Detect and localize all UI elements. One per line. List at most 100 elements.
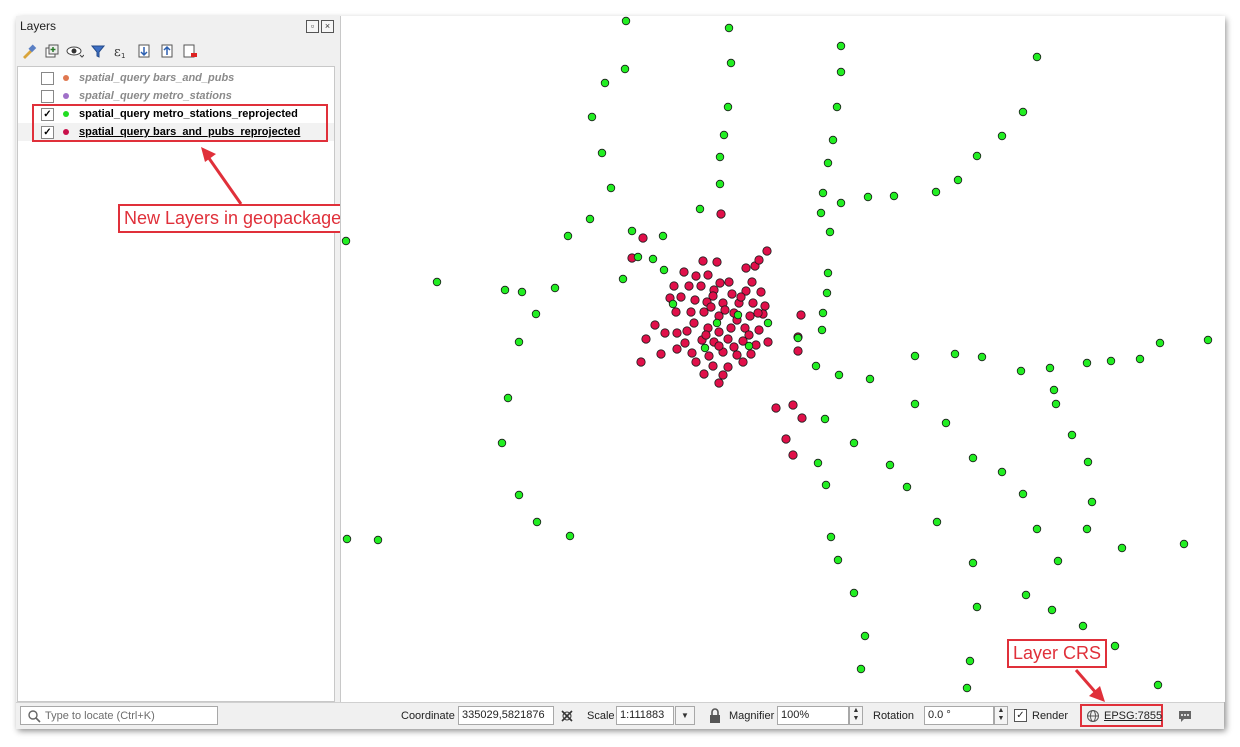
layer-row-bars-and-pubs-reprojected[interactable]: ✓ spatial_query bars_and_pubs_reprojecte… <box>18 123 334 141</box>
metro-station-point <box>932 517 942 527</box>
status-bar: Type to locate (Ctrl+K) Coordinate 33502… <box>16 702 1224 729</box>
layer-name: spatial_query metro_stations <box>79 90 232 102</box>
collapse-all-icon[interactable] <box>158 42 176 60</box>
lock-scale-icon[interactable] <box>708 708 722 724</box>
metro-station-point <box>432 277 442 287</box>
new-layers-highlight-box <box>32 104 328 142</box>
metro-station-point <box>832 102 842 112</box>
metro-station-point <box>633 252 643 262</box>
metro-station-point <box>977 352 987 362</box>
render-checkbox[interactable]: ✓ <box>1014 709 1027 722</box>
bar-pub-point <box>745 311 755 321</box>
messages-icon[interactable] <box>1177 708 1193 724</box>
bar-pub-point <box>720 305 730 315</box>
metro-station-point <box>503 393 513 403</box>
metro-station-point <box>1117 543 1127 553</box>
metro-station-point <box>514 337 524 347</box>
crs-button[interactable]: EPSG:7855 <box>1086 705 1162 726</box>
rotation-spinner[interactable]: ▲ ▼ <box>994 706 1008 725</box>
bar-pub-point <box>740 323 750 333</box>
bar-pub-point <box>703 270 713 280</box>
visibility-eye-icon[interactable] <box>66 42 84 60</box>
layer-row-metro-stations-reprojected[interactable]: ✓ spatial_query metro_stations_reproject… <box>18 105 334 123</box>
bar-pub-point <box>781 434 791 444</box>
magnifier-field[interactable]: 100% <box>777 706 849 725</box>
metro-station-point <box>627 226 637 236</box>
bar-pub-point <box>738 357 748 367</box>
magnifier-spinner[interactable]: ▲ ▼ <box>849 706 863 725</box>
metro-station-point <box>532 517 542 527</box>
metro-station-point <box>910 399 920 409</box>
metro-station-point <box>1110 641 1120 651</box>
extents-toggle-icon[interactable] <box>559 708 575 724</box>
bar-pub-point <box>729 342 739 352</box>
metro-station-point <box>1049 385 1059 395</box>
metro-station-point <box>1016 366 1026 376</box>
layer-row-metro-stations[interactable]: spatial_query metro_stations <box>18 87 334 105</box>
metro-station-point <box>825 227 835 237</box>
metro-station-point <box>600 78 610 88</box>
add-group-icon[interactable] <box>43 42 61 60</box>
bar-pub-point <box>732 350 742 360</box>
metro-station-point <box>1067 430 1077 440</box>
layer-tree: spatial_query bars_and_pubs spatial_quer… <box>17 66 335 702</box>
metro-station-point <box>1082 358 1092 368</box>
metro-station-point <box>565 531 575 541</box>
bar-pub-point <box>708 361 718 371</box>
bar-pub-point <box>656 349 666 359</box>
metro-station-point <box>863 192 873 202</box>
metro-station-point <box>712 318 722 328</box>
metro-station-point <box>606 183 616 193</box>
render-label: Render <box>1032 710 1069 722</box>
rotation-field[interactable]: 0.0 ° <box>924 706 994 725</box>
layer-visibility-checkbox[interactable]: ✓ <box>41 125 54 139</box>
bar-pub-point <box>660 328 670 338</box>
bar-pub-point <box>676 292 686 302</box>
metro-station-point <box>856 664 866 674</box>
expand-all-icon[interactable] <box>135 42 153 60</box>
layer-name: spatial_query bars_and_pubs <box>79 72 235 84</box>
metro-station-point <box>621 16 631 26</box>
new-layers-callout: New Layers in geopackage <box>118 204 348 233</box>
bar-pub-point <box>746 349 756 359</box>
scale-field[interactable]: 1:111883 <box>616 706 674 725</box>
metro-station-point <box>821 480 831 490</box>
bar-pub-point <box>788 450 798 460</box>
scale-dropdown-button[interactable]: ▼ <box>675 706 695 725</box>
metro-station-point <box>726 58 736 68</box>
layer-visibility-checkbox[interactable]: ✓ <box>41 107 54 121</box>
metro-station-point <box>968 558 978 568</box>
layer-visibility-checkbox[interactable] <box>41 89 54 103</box>
close-panel-icon[interactable]: × <box>321 20 334 33</box>
metro-station-point <box>700 343 710 353</box>
float-panel-icon[interactable]: ▫ <box>306 20 319 33</box>
bar-pub-point <box>712 257 722 267</box>
metro-station-point <box>834 370 844 380</box>
crs-callout-arrow-icon <box>1074 669 1105 702</box>
bar-pub-point <box>672 344 682 354</box>
metro-station-point <box>1087 497 1097 507</box>
bar-pub-point <box>748 298 758 308</box>
metro-station-point <box>826 532 836 542</box>
metro-station-point <box>836 41 846 51</box>
metro-station-point <box>587 112 597 122</box>
map-canvas[interactable]: Layer CRS <box>340 16 1225 702</box>
metro-station-point <box>342 534 352 544</box>
point-symbol-icon <box>63 111 69 117</box>
bar-pub-point <box>727 289 737 299</box>
metro-station-point <box>828 135 838 145</box>
locator-search[interactable]: Type to locate (Ctrl+K) <box>20 706 218 725</box>
metro-station-point <box>820 414 830 424</box>
coordinate-field[interactable]: 335029,5821876 <box>458 706 554 725</box>
filter-icon[interactable] <box>89 42 107 60</box>
layer-row-bars-and-pubs[interactable]: spatial_query bars_and_pubs <box>18 69 334 87</box>
style-brush-icon[interactable] <box>20 42 38 60</box>
layer-name: spatial_query bars_and_pubs_reprojected <box>79 126 301 138</box>
layer-visibility-checkbox[interactable] <box>41 71 54 85</box>
remove-layer-icon[interactable] <box>181 42 199 60</box>
bar-pub-point <box>641 334 651 344</box>
metro-station-point <box>1018 107 1028 117</box>
